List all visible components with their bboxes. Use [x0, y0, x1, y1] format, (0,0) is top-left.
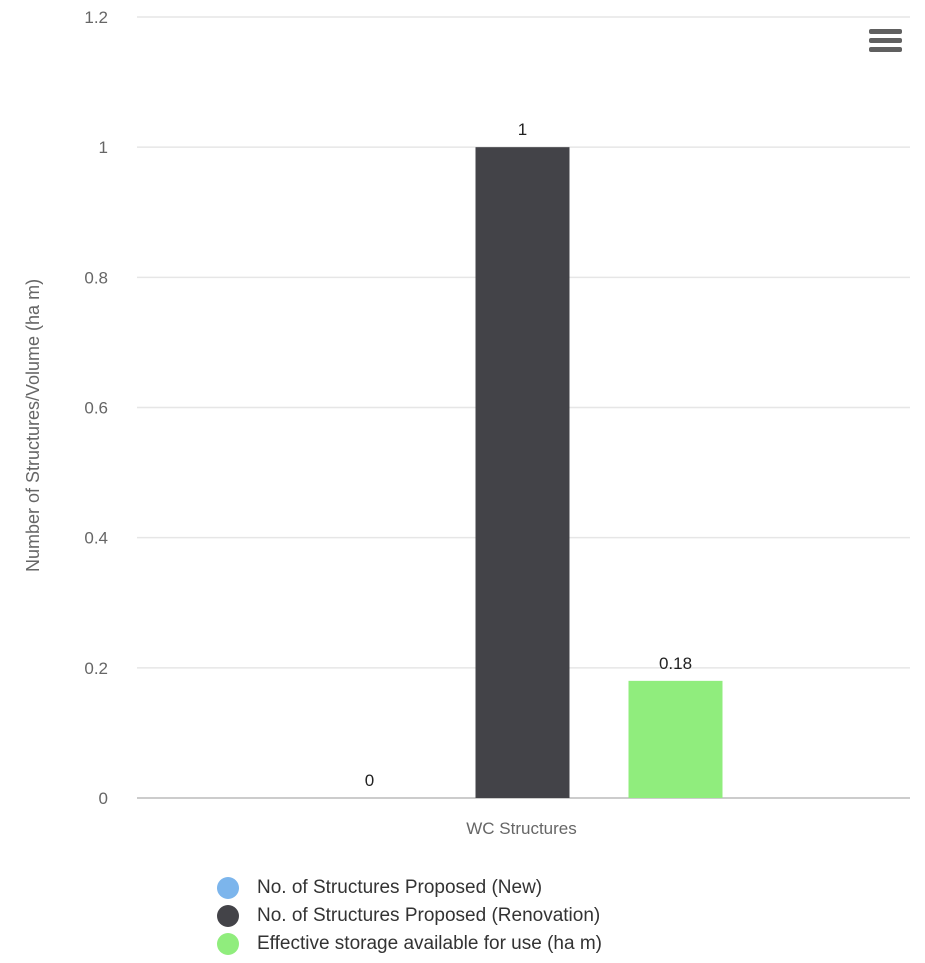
legend: No. of Structures Proposed (New) No. of … — [217, 874, 602, 958]
data-labels: 010.18 — [365, 120, 692, 790]
chart-menu-button[interactable] — [864, 24, 904, 58]
y-tick-label: 0.4 — [84, 529, 108, 548]
y-tick-label: 0 — [99, 789, 108, 808]
y-tick-label: 1 — [99, 138, 108, 157]
bar-series-3[interactable] — [628, 680, 723, 798]
legend-item-renovation[interactable]: No. of Structures Proposed (Renovation) — [217, 902, 602, 930]
legend-item-new[interactable]: No. of Structures Proposed (New) — [217, 874, 602, 902]
x-axis-category-label: WC Structures — [466, 819, 577, 838]
legend-label-new: No. of Structures Proposed (New) — [257, 877, 543, 898]
bars — [475, 147, 723, 798]
data-label-series-3: 0.18 — [659, 654, 692, 673]
y-tick-label: 0.2 — [84, 659, 108, 678]
y-tick-label: 0.6 — [84, 399, 108, 418]
legend-label-renovation: No. of Structures Proposed (Renovation) — [257, 905, 601, 926]
bar-series-2[interactable] — [475, 147, 570, 798]
legend-symbol-effective-storage — [217, 933, 239, 955]
legend-label-effective-storage: Effective storage available for use (ha … — [257, 933, 602, 954]
legend-symbol-renovation — [217, 905, 239, 927]
y-axis-title: Number of Structures/Volume (ha m) — [23, 279, 43, 572]
y-axis-ticks: 0 0.2 0.4 0.6 0.8 1 1.2 — [84, 8, 108, 808]
data-label-series-2: 1 — [518, 120, 527, 139]
legend-symbol-new — [217, 877, 239, 899]
y-tick-label: 1.2 — [84, 8, 108, 27]
legend-item-effective-storage[interactable]: Effective storage available for use (ha … — [217, 930, 602, 958]
data-label-series-1: 0 — [365, 771, 374, 790]
y-tick-label: 0.8 — [84, 268, 108, 287]
